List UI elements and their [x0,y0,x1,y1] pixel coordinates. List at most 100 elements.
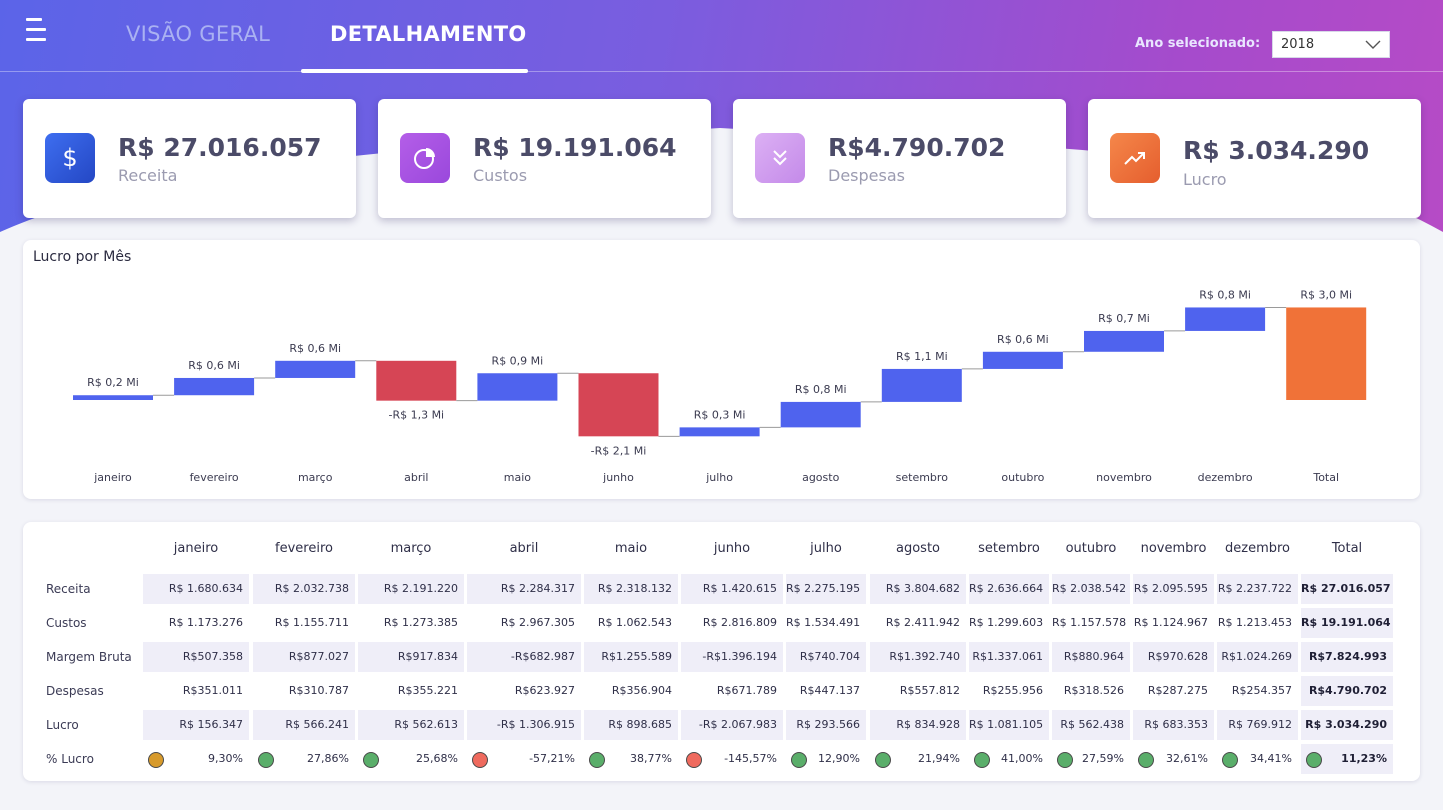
status-dot-icon [1057,752,1073,768]
cell-value: R$ 1.173.276 [168,616,243,629]
waterfall-bar[interactable] [275,360,356,378]
row-header: % Lucro [46,752,94,766]
table-cell: R$ 2.318.132 [584,574,678,604]
column-header[interactable]: setembro [978,541,1040,556]
table-cell: R$254.357 [1217,676,1298,706]
hamburger-menu-icon[interactable] [26,18,48,44]
waterfall-total-bar[interactable] [1286,307,1367,400]
kpi-label: Despesas [828,166,905,185]
table-cell: R$1.024.269 [1217,642,1298,672]
kpi-value: R$ 27.016.057 [118,133,322,162]
column-header[interactable]: janeiro [173,541,219,556]
table-cell: 21,94% [870,744,966,774]
tab-detalhamento[interactable]: DETALHAMENTO [330,22,527,46]
x-tick-label: maio [504,471,532,484]
table-cell: R$ 834.928 [870,710,966,740]
table-cell: R$ 769.912 [1217,710,1298,740]
cell-value: -57,21% [529,752,575,765]
cell-value: R$ 2.636.664 [969,582,1044,595]
cell-value: R$671.789 [716,684,777,697]
table-cell: R$ 2.967.305 [467,608,581,638]
waterfall-bar[interactable] [477,373,558,401]
data-label: R$ 0,6 Mi [188,359,240,372]
table-cell: R$ 27.016.057 [1301,574,1393,604]
waterfall-bar[interactable] [376,360,457,401]
cell-value: R$877.027 [288,650,349,663]
column-header[interactable]: julho [810,541,842,556]
table-cell: R$ 2.275.195 [786,574,866,604]
column-header[interactable]: março [390,541,432,556]
cell-value: 41,00% [1001,752,1043,765]
data-label: R$ 0,6 Mi [997,333,1049,346]
column-header[interactable]: fevereiro [275,541,333,556]
header-divider [0,71,1443,72]
cell-value: R$ 27.016.057 [1301,582,1391,595]
column-header[interactable]: abril [509,541,539,556]
waterfall-bar[interactable] [1084,330,1164,352]
cell-value: R$ 293.566 [796,718,860,731]
waterfall-bar[interactable] [679,427,760,437]
cell-value: 27,59% [1082,752,1124,765]
waterfall-bar[interactable] [982,351,1063,369]
cell-value: R$ 156.347 [179,718,243,731]
table-cell: R$ 1.173.276 [143,608,249,638]
table-cell: R$623.927 [467,676,581,706]
waterfall-bar[interactable] [578,373,659,437]
cell-value: R$1.337.061 [972,650,1043,663]
column-header[interactable]: agosto [896,541,940,556]
column-header[interactable]: novembro [1140,541,1207,556]
chevron-down-icon [1365,40,1381,49]
cell-value: R$ 2.038.542 [1052,582,1127,595]
year-select[interactable]: 2018 [1272,31,1390,58]
waterfall-bar[interactable] [1185,307,1266,331]
cell-value: R$ 2.095.595 [1133,582,1208,595]
status-dot-icon [791,752,807,768]
cell-value: -145,57% [724,752,777,765]
kpi-label: Receita [118,166,178,185]
cell-value: R$1.024.269 [1221,650,1292,663]
cell-value: -R$ 2.067.983 [698,718,777,731]
waterfall-bar[interactable] [174,377,255,396]
cell-value: R$ 1.273.385 [383,616,458,629]
column-header[interactable]: junho [713,541,751,556]
table-cell: R$ 562.438 [1052,710,1130,740]
waterfall-bar[interactable] [73,395,153,400]
table-cell: R$ 898.685 [584,710,678,740]
table-cell: 32,61% [1133,744,1214,774]
status-dot-icon [148,752,164,768]
data-label: R$ 1,1 Mi [896,350,948,363]
table-cell: R$ 1.081.105 [969,710,1049,740]
table-cell: R$ 1.062.543 [584,608,678,638]
cell-value: 32,61% [1166,752,1208,765]
table-cell: 41,00% [969,744,1049,774]
x-tick-label: março [298,471,333,484]
cell-value: R$ 2.284.317 [500,582,575,595]
column-header[interactable]: maio [614,541,648,556]
cell-value: R$255.956 [982,684,1043,697]
column-header[interactable]: Total [1331,541,1363,556]
table-cell: 25,68% [358,744,464,774]
table-cell: R$ 2.032.738 [253,574,355,604]
cell-value: R$ 1.680.634 [168,582,243,595]
column-header[interactable]: dezembro [1225,541,1290,556]
table-cell: R$ 1.534.491 [786,608,866,638]
row-header: Lucro [46,718,79,732]
table-cell: R$ 2.191.220 [358,574,464,604]
table-cell: R$356.904 [584,676,678,706]
table-cell: R$ 1.273.385 [358,608,464,638]
tab-visao-geral[interactable]: VISÃO GERAL [126,22,271,46]
waterfall-bar[interactable] [881,368,962,402]
year-label: Ano selecionado: [1135,36,1261,51]
cell-value: R$557.812 [899,684,960,697]
data-label: R$ 0,9 Mi [492,354,544,367]
cell-value: R$310.787 [288,684,349,697]
table-cell: 27,59% [1052,744,1130,774]
column-header[interactable]: outubro [1065,541,1117,556]
table-cell: R$ 2.284.317 [467,574,581,604]
table-cell: R$ 2.816.809 [681,608,783,638]
table-cell: 38,77% [584,744,678,774]
cell-value: R$507.358 [182,650,243,663]
waterfall-bar[interactable] [780,401,861,428]
cell-value: R$ 2.275.195 [786,582,861,595]
trending-up-icon [1110,133,1160,183]
